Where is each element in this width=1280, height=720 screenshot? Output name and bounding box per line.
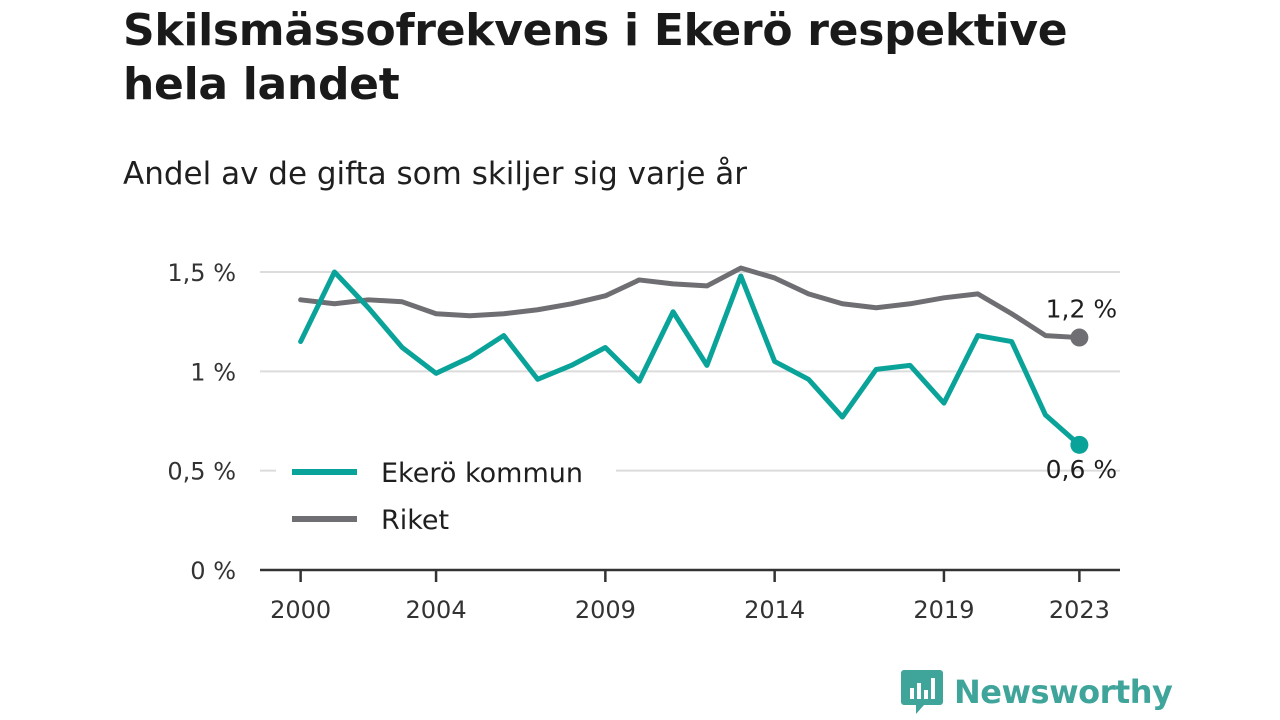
legend-label-riket: Riket bbox=[381, 505, 449, 536]
y-tick-label: 0,5 % bbox=[167, 458, 236, 486]
series-line-riket bbox=[298, 265, 1082, 341]
x-tick-label: 2023 bbox=[1049, 596, 1110, 624]
end-point-riket bbox=[1070, 328, 1089, 347]
legend: Ekerö kommun Riket bbox=[276, 448, 616, 539]
y-tick-label: 1 % bbox=[190, 358, 236, 386]
end-point-ekero bbox=[1070, 435, 1089, 454]
series-lines: 1,2 % 0,6 % bbox=[298, 265, 1117, 484]
newsworthy-logo: Newsworthy bbox=[900, 668, 1173, 716]
x-tick-label: 2014 bbox=[744, 596, 805, 624]
series-line-ekero bbox=[298, 269, 1082, 448]
newsworthy-icon bbox=[901, 670, 943, 714]
y-axis-ticks: 0 % 0,5 % 1 % 1,5 % bbox=[167, 259, 236, 585]
x-tick-label: 2009 bbox=[575, 596, 636, 624]
brand-name: Newsworthy bbox=[954, 673, 1173, 711]
end-label-ekero: 0,6 % bbox=[1046, 455, 1117, 484]
legend-label-ekero: Ekerö kommun bbox=[381, 458, 583, 489]
x-tick-label: 2019 bbox=[913, 596, 974, 624]
y-tick-label: 0 % bbox=[190, 557, 236, 585]
x-tick-label: 2000 bbox=[270, 596, 331, 624]
chart-title: Skilsmässofrekvens i Ekerö respektive he… bbox=[123, 5, 1068, 110]
x-axis-ticks: 2000 2004 2009 2014 2019 2023 bbox=[270, 570, 1110, 624]
x-tick-label: 2004 bbox=[406, 596, 467, 624]
chart-subtitle: Andel av de gifta som skiljer sig varje … bbox=[123, 156, 747, 192]
end-label-riket: 1,2 % bbox=[1046, 295, 1117, 324]
y-tick-label: 1,5 % bbox=[167, 259, 236, 287]
